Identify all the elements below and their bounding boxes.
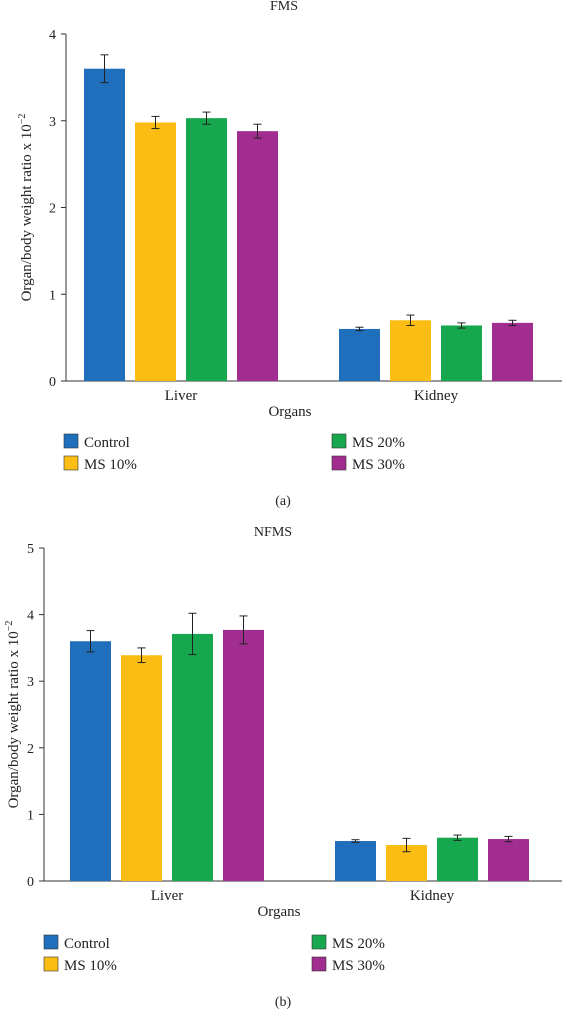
x-tick-label-liver: Liver	[165, 388, 197, 404]
legend-swatch	[63, 455, 79, 471]
legend-label: Control	[64, 936, 110, 952]
x-tick-label-kidney: Kidney	[410, 888, 455, 904]
error-bar	[100, 54, 109, 84]
y-tick-label: 3	[27, 675, 34, 690]
error-bar	[402, 837, 411, 853]
legend-swatch	[63, 433, 79, 449]
legend-label: MS 20%	[332, 936, 385, 952]
y-tick-label: 1	[27, 808, 34, 823]
legend-item: MS 30%	[311, 956, 385, 974]
error-bar	[137, 647, 146, 664]
legend-label: MS 30%	[332, 958, 385, 974]
figure-caption: (b)	[275, 995, 292, 1010]
bar-liver-ms10	[121, 655, 162, 881]
legend-label: MS 10%	[84, 457, 137, 473]
bar-kidney-control	[339, 328, 380, 381]
bar-kidney-control	[335, 841, 376, 881]
error-bar	[151, 115, 160, 130]
x-axis-label: Organs	[257, 904, 300, 920]
bar-kidney-ms30	[492, 322, 533, 381]
legend-item: Control	[63, 433, 130, 451]
chart-nfms: NFMS 0 1 2 3 4 5 Organ/body weight ratio x 10−2…	[4, 525, 562, 1010]
error-bar	[406, 314, 415, 326]
legend-item: MS 20%	[331, 433, 405, 451]
bar-kidney-ms20	[437, 837, 478, 881]
bar-liver-control	[70, 641, 111, 881]
bar-liver-ms20	[186, 118, 227, 382]
legend-item: MS 10%	[63, 455, 137, 473]
y-axis-label: Organ/body weight ratio x 10−2	[17, 114, 35, 302]
bar-kidney-ms30	[488, 839, 529, 881]
x-tick-label-liver: Liver	[151, 888, 183, 904]
legend: Control MS 10% MS 20% MS 30%	[63, 433, 405, 473]
legend-label: MS 20%	[352, 435, 405, 451]
bar-liver-control	[84, 68, 125, 381]
legend-swatch	[331, 433, 347, 449]
y-axis-label: Organ/body weight ratio x 10−2	[4, 621, 22, 809]
error-bar	[508, 319, 517, 326]
x-axis-label: Organs	[268, 404, 311, 420]
error-bar	[202, 111, 211, 125]
y-tick-label: 0	[49, 375, 56, 390]
bar-liver-ms10	[135, 122, 176, 382]
legend-item: Control	[43, 934, 110, 952]
legend-swatch	[43, 956, 59, 972]
legend-label: MS 10%	[64, 958, 117, 974]
y-tick-label: 5	[27, 542, 34, 557]
bar-kidney-ms10	[390, 320, 431, 381]
error-bar	[86, 630, 95, 653]
bar-liver-ms20	[172, 633, 213, 881]
legend-item: MS 10%	[43, 956, 117, 974]
chart-title: NFMS	[254, 525, 292, 540]
figure-caption: (a)	[275, 494, 291, 509]
bar-kidney-ms20	[441, 325, 482, 381]
chart-fms: FMS 0 1 2 3 4 Organ/body weight ratio x 10−2 Li…	[17, 0, 562, 509]
legend-item: MS 30%	[331, 455, 405, 473]
y-tick-label: 0	[27, 875, 34, 890]
legend-label: Control	[84, 435, 130, 451]
legend-swatch	[311, 934, 327, 950]
error-bar	[504, 835, 513, 843]
y-tick-label: 1	[49, 288, 56, 303]
chart-title: FMS	[270, 0, 298, 14]
bar-liver-ms30	[237, 131, 278, 381]
y-tick-label: 4	[49, 28, 56, 43]
legend-swatch	[43, 934, 59, 950]
bar-liver-ms30	[223, 629, 264, 881]
error-bar	[355, 326, 364, 332]
legend-swatch	[331, 455, 347, 471]
y-tick-label: 3	[49, 115, 56, 130]
y-tick-label: 2	[49, 202, 56, 217]
error-bar	[253, 123, 262, 139]
error-bar	[351, 839, 360, 843]
error-bar	[188, 612, 197, 656]
y-tick-label: 2	[27, 742, 34, 757]
x-tick-label-kidney: Kidney	[414, 388, 459, 404]
legend-item: MS 20%	[311, 934, 385, 952]
legend: Control MS 10% MS 20% MS 30%	[43, 934, 385, 974]
error-bar	[239, 615, 248, 645]
error-bar	[457, 322, 466, 329]
error-bar	[453, 834, 462, 841]
y-tick-label: 4	[27, 609, 34, 624]
legend-swatch	[311, 956, 327, 972]
legend-label: MS 30%	[352, 457, 405, 473]
